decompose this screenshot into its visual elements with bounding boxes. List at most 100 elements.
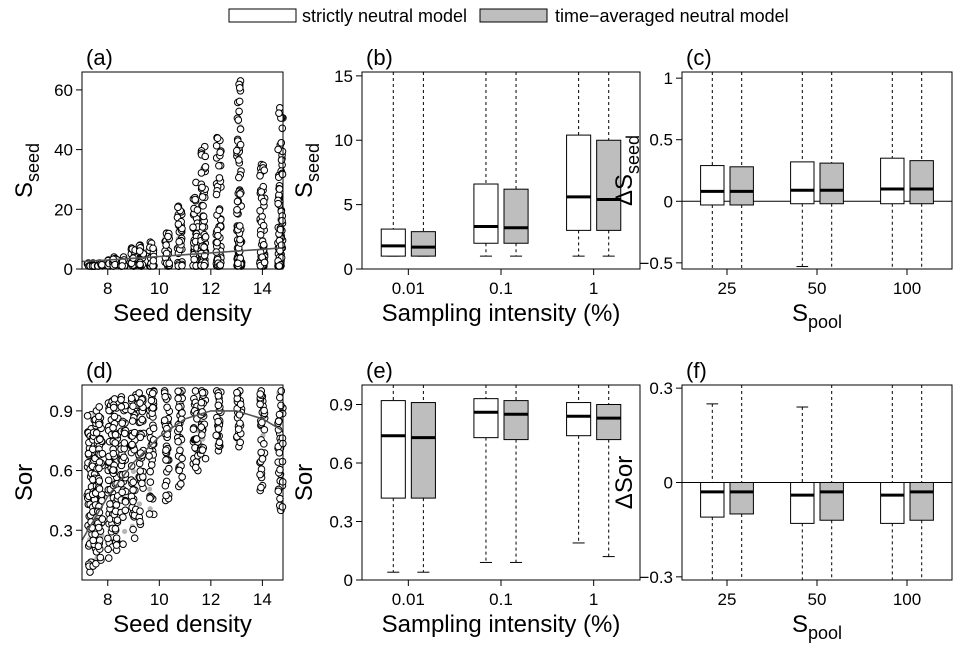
- data-point: [278, 124, 287, 133]
- data-point: [260, 440, 268, 448]
- points-d: [83, 387, 287, 576]
- data-point: [214, 425, 223, 433]
- data-point: [275, 262, 283, 270]
- data-point: [276, 393, 284, 402]
- y-tick-label: 0: [664, 192, 673, 211]
- box-strict: [566, 384, 592, 544]
- data-point: [146, 467, 154, 476]
- data-point: [234, 116, 243, 124]
- box-strict: [790, 406, 815, 581]
- box-iqr: [503, 400, 529, 441]
- grey-point: [146, 486, 153, 492]
- data-point: [198, 389, 207, 397]
- data-point: [198, 193, 207, 201]
- data-point: [95, 536, 104, 545]
- data-point: [129, 497, 137, 506]
- data-point: [174, 220, 183, 228]
- y-axis-title-a: Sseed: [11, 143, 43, 198]
- data-point: [256, 230, 265, 239]
- x-tick-label: 12: [201, 279, 220, 298]
- y-axis-title-b-main: S: [291, 182, 318, 198]
- data-point: [199, 202, 207, 210]
- data-point: [256, 171, 264, 180]
- data-point: [258, 455, 267, 463]
- data-point: [175, 403, 183, 411]
- data-point: [98, 515, 107, 523]
- y-axis-title-a-sub: seed: [23, 143, 43, 182]
- data-point: [193, 206, 202, 214]
- y-tick-label: 20: [54, 200, 73, 219]
- box-iqr: [909, 482, 934, 521]
- grey-point: [130, 468, 137, 474]
- y-axis-title-e: Sor: [291, 464, 318, 501]
- box-iqr: [596, 139, 622, 231]
- data-point: [176, 446, 184, 455]
- data-point: [95, 477, 104, 485]
- box-time_averaged: [596, 384, 622, 558]
- box-strict: [700, 403, 725, 581]
- fit-line: [81, 410, 284, 541]
- data-point: [121, 498, 130, 506]
- data-point: [112, 534, 121, 542]
- y-tick-label: 15: [334, 67, 353, 86]
- x-axis-title-f: Spool: [792, 611, 842, 643]
- panel-label-b: (b): [366, 45, 393, 70]
- data-point: [212, 431, 221, 440]
- data-point: [236, 235, 244, 244]
- data-point: [104, 476, 113, 485]
- x-axis-title-f-sub: pool: [808, 623, 842, 643]
- data-point: [138, 415, 146, 424]
- data-point: [94, 542, 103, 551]
- data-point: [215, 206, 224, 215]
- data-point: [111, 439, 120, 447]
- data-point: [111, 524, 120, 533]
- box-iqr: [819, 162, 844, 205]
- data-point: [174, 394, 182, 403]
- plot-frame-b: [361, 71, 641, 270]
- plot-frame-a: [81, 71, 284, 270]
- box-time_averaged: [819, 71, 844, 270]
- x-tick-label: 10: [150, 279, 169, 298]
- x-axis-title-b: Sampling intensity (%): [382, 300, 621, 327]
- data-point: [189, 425, 198, 433]
- box-strict: [880, 71, 905, 270]
- data-point: [109, 403, 118, 412]
- x-tick-label: 8: [103, 279, 112, 298]
- fit-line: [81, 247, 284, 263]
- box-iqr: [729, 166, 754, 206]
- data-point: [120, 453, 128, 462]
- y-tick-label: 0.3: [49, 521, 73, 540]
- y-tick-label: −0.3: [639, 568, 673, 587]
- data-point: [118, 488, 126, 497]
- panel-label-a: (a): [86, 45, 113, 70]
- x-tick-label: 50: [808, 590, 827, 609]
- data-point: [278, 216, 286, 225]
- data-point: [129, 478, 138, 487]
- data-point: [215, 438, 224, 447]
- data-point: [118, 419, 126, 427]
- plot-frame-c: [681, 71, 953, 270]
- data-point: [95, 458, 104, 466]
- data-point: [213, 238, 221, 247]
- data-point: [212, 190, 221, 199]
- data-point: [198, 223, 207, 231]
- x-tick-label: 10: [150, 590, 169, 609]
- data-point: [257, 448, 265, 457]
- data-point: [112, 541, 121, 549]
- data-point: [274, 199, 282, 208]
- data-point: [94, 523, 103, 532]
- data-point: [276, 225, 285, 234]
- box-iqr: [596, 404, 622, 441]
- data-point: [236, 125, 245, 133]
- data-point: [200, 261, 208, 270]
- panel-f: (f) −0.3 0 0.3 ΔSor Spool 25 50 100: [611, 358, 953, 643]
- data-point: [149, 244, 157, 253]
- data-point: [120, 439, 129, 447]
- y-tick-label: 60: [54, 81, 73, 100]
- y-tick-label: 0.3: [649, 379, 673, 398]
- data-point: [235, 173, 243, 182]
- y-axis-title-a-main: S: [11, 182, 38, 198]
- data-point: [257, 188, 266, 196]
- data-point: [146, 478, 155, 486]
- data-point: [128, 417, 137, 425]
